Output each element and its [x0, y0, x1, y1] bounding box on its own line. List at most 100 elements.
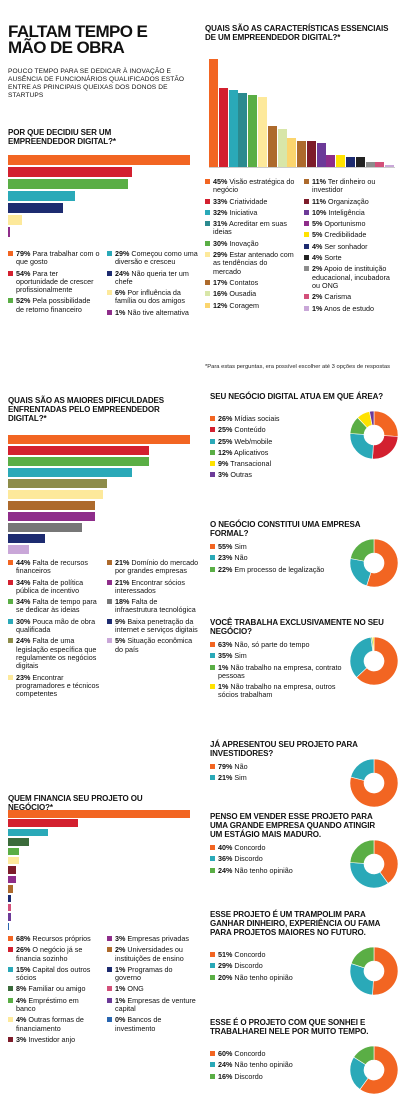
financiamento-legend-label: Capital dos outros sócios	[16, 964, 91, 983]
financiamento-legend-label: Empréstimo em banco	[16, 995, 79, 1014]
exclusivo-legend-item: 1% Não trabalho na empresa, outros sócio…	[210, 682, 348, 700]
financiamento-legend-swatch	[8, 936, 13, 941]
area-legend-item: 12% Aplicativos	[210, 448, 348, 457]
chart-sonho-section: ESSE É O PROJETO COM QUE SONHEI E TRABAL…	[210, 1018, 400, 1108]
caracteristicas-legend-label: Anos de estudo	[324, 303, 374, 313]
area-legend-swatch	[210, 461, 215, 467]
caracteristicas-legend-value: 29%	[213, 250, 228, 260]
vender-legend: 40% Concordo 36% Discordo 24% Não tenho op…	[210, 843, 348, 878]
motivo-legend-value: 6%	[115, 288, 126, 298]
financiamento-bar	[8, 903, 11, 912]
chart-dificuldades-legend: 44% Falta de recursos financeiros 34% Fal…	[8, 558, 199, 749]
trampolim-legend-value: 20%	[218, 972, 233, 982]
caracteristicas-legend-label: Oportunismo	[324, 219, 366, 229]
trampolim-title: ESSE PROJETO É UM TRAMPOLIM PARA GANHAR …	[210, 910, 381, 937]
sonho-legend-swatch	[210, 1062, 215, 1068]
empresa-legend-item: 23% Não	[210, 554, 348, 562]
area-legend-item: 9% Transacional	[210, 460, 348, 468]
caracteristicas-bar	[209, 59, 218, 167]
caracteristicas-legend-value: 2%	[312, 292, 323, 302]
financiamento-legend-swatch	[107, 1017, 112, 1023]
caracteristicas-legend-value: 33%	[213, 196, 228, 206]
dificuldades-legend-label: Falta de uma legislação específica que r…	[16, 636, 97, 671]
motivo-legend-swatch	[8, 270, 13, 276]
caracteristicas-legend-label: Ter dinheiro ou investidor	[312, 177, 376, 195]
caracteristicas-legend-swatch	[304, 179, 309, 184]
financiamento-legend-value: 68%	[16, 934, 31, 943]
dificuldades-legend-label: Encontrar sócios interessados	[115, 577, 185, 595]
exclusivo-legend-label: Não trabalho na empresa, contrato pessoa…	[218, 662, 342, 680]
chart-financiamento-title: QUEM FINANCIA SEU PROJETO OU NEGÓCIO?*	[8, 794, 143, 812]
caracteristicas-legend-label: Inteligência	[328, 207, 365, 217]
financiamento-bar	[8, 875, 17, 884]
chart-motivo-title: POR QUE DECIDIU SER UM EMPREENDEDOR DIGI…	[8, 128, 116, 146]
dificuldades-legend-swatch	[8, 560, 13, 565]
investidores-legend-value: 79%	[218, 762, 233, 771]
caracteristicas-legend-label: Coragem	[229, 300, 259, 310]
empresa-slice	[350, 539, 375, 562]
caracteristicas-legend-item: 45% Visão estratégica do negócio	[205, 177, 297, 195]
trampolim-legend-value: 29%	[218, 961, 233, 971]
caracteristicas-legend-swatch	[205, 209, 210, 215]
area-legend-label: Conteúdo	[234, 425, 266, 435]
exclusivo-legend-swatch	[210, 642, 215, 647]
caracteristicas-legend-swatch	[304, 243, 309, 249]
trampolim-legend-label: Concordo	[234, 950, 266, 959]
chart-empresa-section: O NEGÓCIO CONSTITUI UMA EMPRESA FORMAL? 5…	[210, 520, 400, 610]
caracteristicas-legend-item: 12% Coragem	[205, 300, 297, 310]
chart-financiamento-bars	[8, 810, 193, 932]
financiamento-legend-label: Programas do governo	[115, 964, 173, 983]
chart-financiamento-legend: 68% Recursos próprios 26% O negócio já se…	[8, 934, 199, 1105]
motivo-legend-swatch	[107, 290, 112, 296]
empresa-title: O NEGÓCIO CONSTITUI UMA EMPRESA FORMAL?	[210, 520, 361, 538]
financiamento-legend-item: 1% Programas do governo	[107, 964, 199, 983]
vender-legend-item: 40% Concordo	[210, 843, 348, 852]
financiamento-legend-value: 1%	[115, 984, 126, 994]
trampolim-legend-value: 51%	[218, 950, 233, 959]
dificuldades-legend-value: 30%	[16, 616, 31, 626]
caracteristicas-bar	[218, 87, 228, 167]
caracteristicas-bar	[257, 97, 267, 167]
dificuldades-legend-col: 21% Domínio do mercado por grandes empre…	[107, 558, 199, 657]
dificuldades-bar	[8, 457, 149, 466]
caracteristicas-legend-label: Organização	[328, 196, 369, 206]
area-slice	[350, 433, 374, 459]
motivo-legend-label: Não tive alternativa	[127, 307, 189, 317]
financiamento-legend-swatch	[8, 947, 13, 953]
caracteristicas-legend-value: 2%	[312, 264, 323, 274]
motivo-legend-value: 79%	[16, 249, 31, 258]
caracteristicas-legend-swatch	[205, 279, 210, 285]
dificuldades-legend-swatch	[107, 618, 112, 624]
trampolim-legend-label: Discordo	[234, 961, 263, 971]
financiamento-legend-item: 1% Empresas de venture capital	[107, 996, 199, 1014]
financiamento-legend-value: 1%	[115, 964, 126, 974]
motivo-legend-label: Para trabalhar com o que gosto	[16, 249, 100, 267]
empresa-legend-value: 22%	[218, 564, 233, 574]
caracteristicas-bar	[336, 155, 346, 167]
area-legend-label: Web/mobile	[234, 436, 273, 446]
dificuldades-legend-label: Falta de recursos financeiros	[16, 558, 88, 576]
dificuldades-bar	[8, 490, 104, 499]
empresa-legend-value: 55%	[218, 542, 233, 551]
caracteristicas-legend-item: 11% Organização	[304, 196, 396, 206]
area-legend-swatch	[210, 449, 215, 455]
financiamento-legend-swatch	[107, 966, 112, 972]
dificuldades-legend-item: 23% Encontrar programadores e técnicos c…	[8, 673, 100, 699]
trampolim-slice	[350, 947, 375, 969]
caracteristicas-legend-item: 11% Ter dinheiro ou investidor	[304, 177, 396, 195]
trampolim-legend-label: Não tenho opinião	[234, 972, 293, 982]
sonho-slice	[353, 1046, 375, 1066]
trampolim-slice	[350, 963, 374, 995]
chart-caracteristicas-title: QUAIS SÃO AS CARACTERÍSTICAS ESSENCIAIS …	[205, 24, 389, 42]
vender-legend-swatch	[210, 867, 215, 873]
caracteristicas-legend-col: 45% Visão estratégica do negócio 33% Cria…	[205, 177, 297, 313]
vender-slice	[350, 840, 375, 864]
sonho-donut	[350, 1046, 398, 1094]
financiamento-legend-item: 3% Empresas privadas	[107, 934, 199, 943]
financiamento-legend-swatch	[107, 997, 112, 1003]
area-legend-swatch	[210, 427, 215, 433]
motivo-legend-item: 6% Por influência da família ou dos amig…	[107, 288, 199, 306]
caracteristicas-legend-swatch	[205, 179, 210, 184]
vender-legend-swatch	[210, 856, 215, 862]
area-slice	[373, 411, 398, 437]
